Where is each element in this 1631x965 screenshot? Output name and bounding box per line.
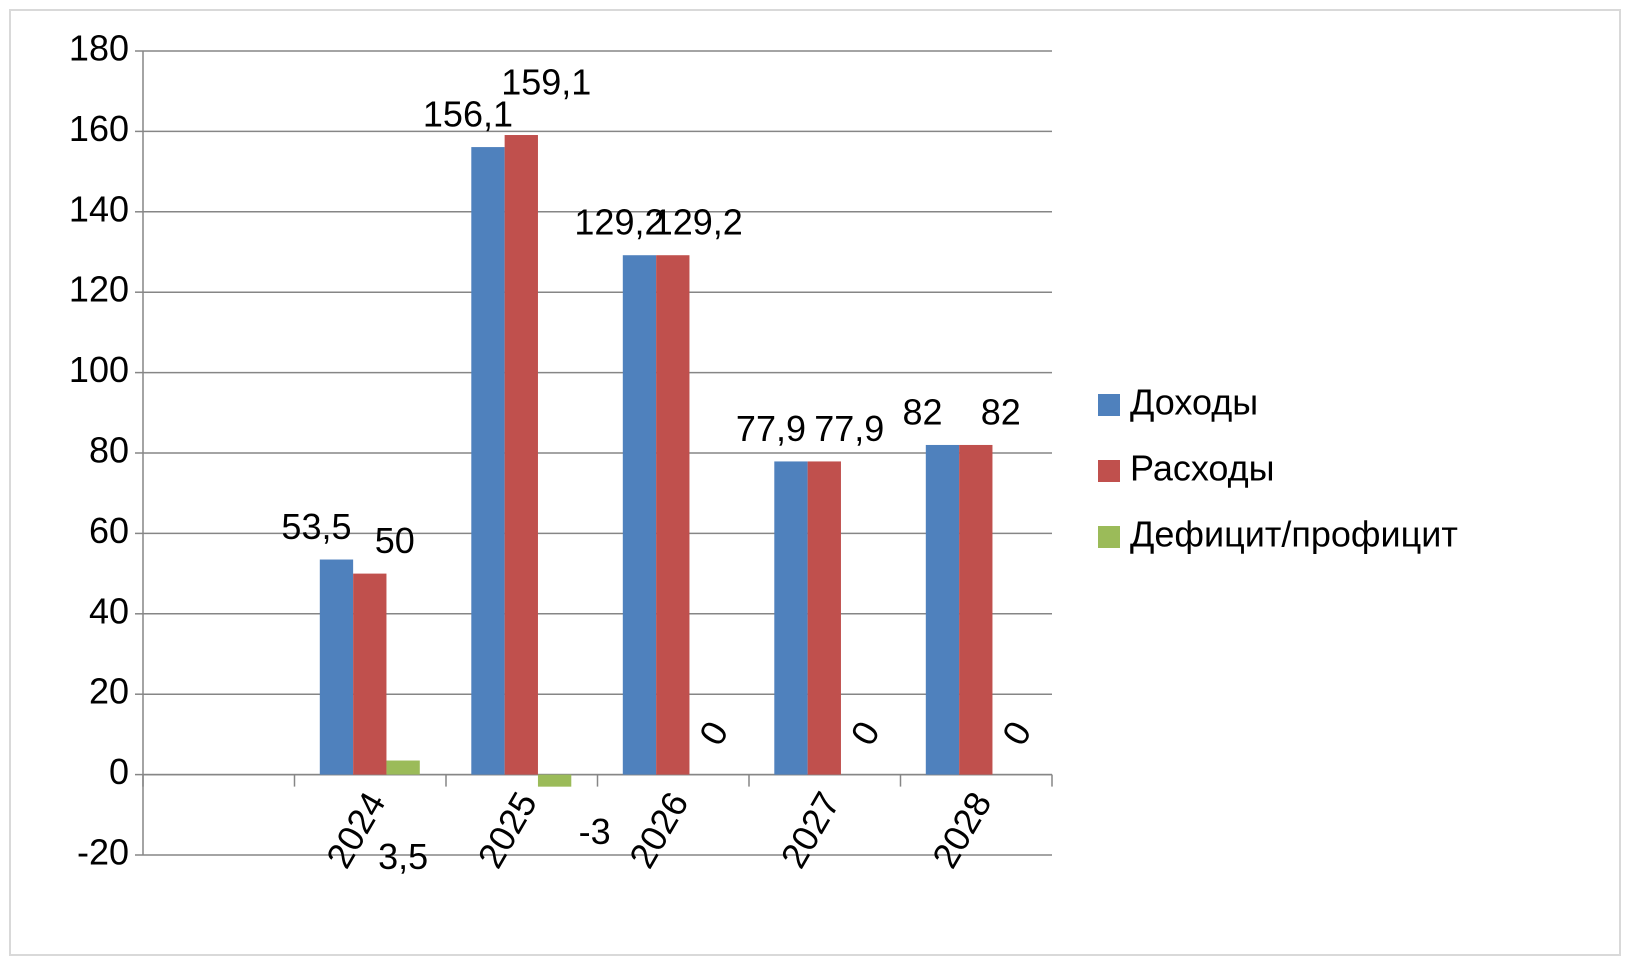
legend-swatch (1098, 460, 1120, 482)
y-tick-label: 120 (69, 269, 129, 310)
legend-label: Доходы (1130, 382, 1258, 423)
data-label: 3,5 (378, 836, 428, 877)
data-label: 129,2 (653, 202, 743, 243)
bar (774, 461, 808, 775)
bar (925, 444, 960, 775)
bar (319, 559, 354, 775)
data-label: 156,1 (423, 94, 513, 135)
y-tick-label: -20 (77, 832, 129, 873)
data-label: 82 (902, 391, 942, 432)
bar (504, 135, 538, 775)
bar (386, 760, 420, 775)
bar (353, 573, 387, 775)
legend-label: Дефицит/профицит (1130, 514, 1458, 555)
bar (471, 147, 505, 775)
y-tick-label: 160 (69, 108, 129, 149)
bar (656, 255, 690, 775)
data-label: 53,5 (281, 506, 351, 547)
data-label: -3 (579, 811, 611, 852)
data-label: 50 (375, 520, 415, 561)
y-tick-label: 180 (69, 28, 129, 69)
bar (959, 444, 993, 775)
y-tick-label: 40 (89, 590, 129, 631)
y-tick-label: 140 (69, 188, 129, 229)
data-label: 82 (981, 391, 1021, 432)
legend-swatch (1098, 394, 1120, 416)
bar (807, 461, 841, 775)
y-tick-label: 100 (69, 349, 129, 390)
data-label: 129,2 (574, 202, 664, 243)
data-label: 159,1 (501, 62, 591, 103)
data-label: 77,9 (736, 408, 806, 449)
data-label: 77,9 (814, 408, 884, 449)
legend-label: Расходы (1130, 448, 1275, 489)
bar (537, 774, 572, 787)
y-tick-label: 60 (89, 510, 129, 551)
y-tick-label: 80 (89, 430, 129, 471)
legend-swatch (1098, 526, 1120, 548)
y-tick-label: 0 (109, 751, 129, 792)
y-tick-label: 20 (89, 671, 129, 712)
bar (622, 255, 657, 775)
